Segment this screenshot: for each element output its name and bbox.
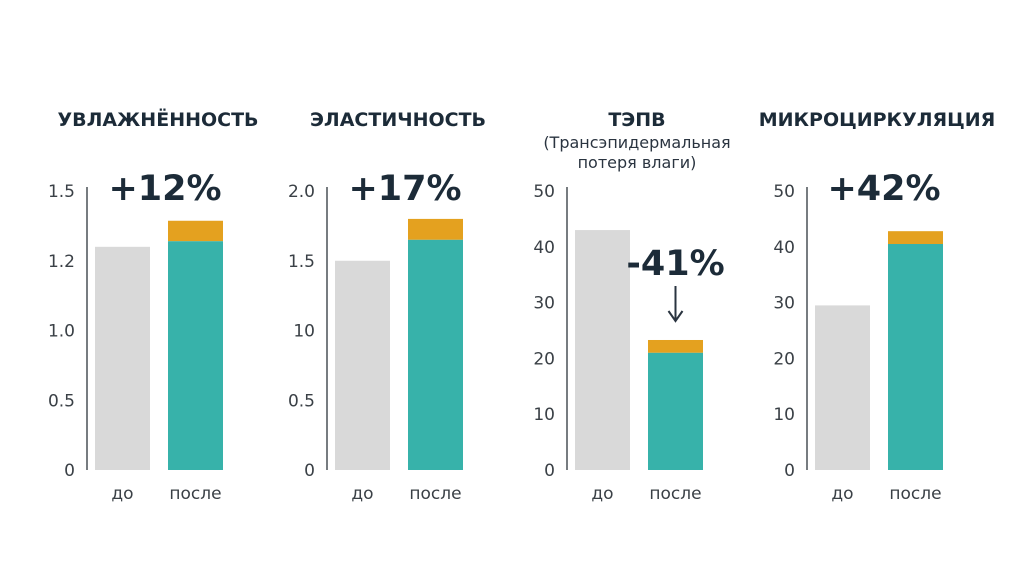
down-arrow-head-icon xyxy=(667,310,684,323)
x-category-label: до xyxy=(351,484,373,504)
x-category-label: после xyxy=(649,484,701,504)
y-tick-label: 30 xyxy=(533,294,555,314)
bar-after xyxy=(888,244,943,470)
bar-after-increment xyxy=(648,339,703,353)
bar-after xyxy=(408,239,463,470)
bar-after xyxy=(168,241,223,470)
y-tick-label: 0 xyxy=(304,461,315,481)
y-tick-label: 10 xyxy=(773,405,795,425)
x-category-label: после xyxy=(169,484,221,504)
panel-title: МИКРОЦИРКУЛЯЦИЯ xyxy=(759,109,996,131)
y-tick-label: 0 xyxy=(784,461,795,481)
x-category-label: до xyxy=(111,484,133,504)
y-tick-label: 50 xyxy=(533,182,555,202)
x-category-label: до xyxy=(831,484,853,504)
bar-after xyxy=(648,352,703,470)
bar-before xyxy=(95,246,150,470)
y-tick-label: 1.2 xyxy=(48,252,75,272)
y-tick-label: 20 xyxy=(533,349,555,369)
y-tick-label: 0 xyxy=(544,461,555,481)
bar-before xyxy=(575,230,630,470)
panel-title: ТЭПВ xyxy=(608,109,665,131)
panel-title: УВЛАЖНЁННОСТЬ xyxy=(57,107,258,131)
bar-after-increment xyxy=(408,218,463,240)
y-tick-label: 2.0 xyxy=(288,182,315,202)
y-tick-label: 30 xyxy=(773,294,795,314)
y-tick-label: 1.0 xyxy=(48,322,75,342)
x-category-label: после xyxy=(889,484,941,504)
x-category-label: до xyxy=(591,484,613,504)
delta-label: +17% xyxy=(348,169,461,209)
delta-label: -41% xyxy=(626,244,724,284)
panel-title: ЭЛАСТИЧНОСТЬ xyxy=(310,109,486,131)
y-tick-label: 50 xyxy=(773,182,795,202)
y-tick-label: 10 xyxy=(533,405,555,425)
x-category-label: после xyxy=(409,484,461,504)
y-tick-label: 1.5 xyxy=(288,252,315,272)
bar-before xyxy=(815,305,870,470)
delta-label: +42% xyxy=(827,169,940,209)
bar-after-increment xyxy=(888,231,943,245)
panel-subtitle: (Трансэпидермальная потеря влаги) xyxy=(543,133,730,172)
y-tick-label: 0.5 xyxy=(288,391,315,411)
y-tick-label: 40 xyxy=(773,238,795,258)
y-tick-label: 40 xyxy=(533,238,555,258)
y-tick-label: 0 xyxy=(64,461,75,481)
y-tick-label: 1.5 xyxy=(48,182,75,202)
y-tick-label: 20 xyxy=(773,349,795,369)
delta-label: +12% xyxy=(108,169,221,209)
y-tick-label: 0.5 xyxy=(48,391,75,411)
bar-before xyxy=(335,260,390,470)
bar-after-increment xyxy=(168,220,223,242)
y-tick-label: 10 xyxy=(293,322,315,342)
